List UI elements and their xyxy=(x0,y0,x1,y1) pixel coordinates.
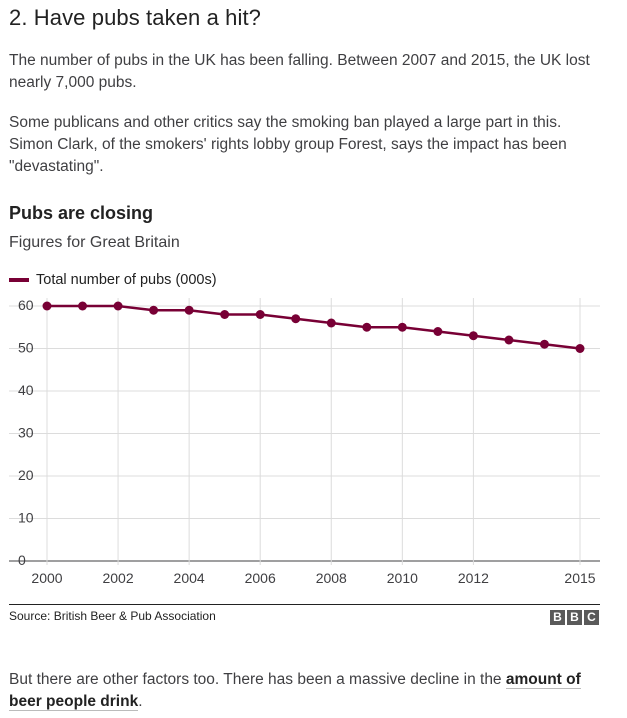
data-point-2008 xyxy=(326,318,336,328)
data-point-2005 xyxy=(220,310,230,319)
line-chart: 0 10 20 30 40 50 60 2000 2002 2004 2006 2008 2010 201… xyxy=(9,297,600,586)
data-point-2004 xyxy=(184,305,194,315)
article-heading: 2. Have pubs taken a hit? xyxy=(9,5,261,30)
data-point-2002 xyxy=(113,301,123,311)
data-point-2014 xyxy=(539,339,549,349)
y-tick-label-30: 30 xyxy=(18,425,34,441)
x-tick-label-2010: 2010 xyxy=(387,570,418,586)
x-tick-label-2004: 2004 xyxy=(174,570,205,586)
chart-title: Pubs are closing xyxy=(9,203,154,223)
paragraph-other-factors-end: . xyxy=(138,693,143,710)
legend-label: Total number of pubs (000s) xyxy=(36,272,217,288)
data-point-2011 xyxy=(433,327,443,336)
data-point-2000 xyxy=(42,301,52,311)
x-tick-label-2015: 2015 xyxy=(564,570,595,586)
data-point-2006 xyxy=(255,310,265,319)
y-tick-label-0: 0 xyxy=(18,552,26,568)
source-divider xyxy=(9,604,600,605)
x-tick-label-2000: 2000 xyxy=(31,570,62,586)
bbc-logo-letter-b1: B xyxy=(550,610,565,625)
source-credit: Source: British Beer & Pub Association xyxy=(9,609,216,623)
x-tick-label-2002: 2002 xyxy=(102,570,133,586)
data-point-2010 xyxy=(397,322,407,332)
paragraph-other-factors: But there are other factors too. There h… xyxy=(9,669,609,713)
x-tick-label-2006: 2006 xyxy=(245,570,276,586)
bbc-logo: B B C xyxy=(550,610,599,625)
beer-consumption-link[interactable]: amount of beer people drink xyxy=(9,671,581,711)
data-point-2013 xyxy=(504,335,514,345)
paragraph-smoking-ban: Some publicans and other critics say the… xyxy=(9,114,567,175)
x-tick-label-2008: 2008 xyxy=(316,570,347,586)
y-tick-label-10: 10 xyxy=(18,510,34,526)
legend-swatch xyxy=(9,278,29,282)
bbc-logo-letter-c: C xyxy=(584,610,599,625)
data-point-2007 xyxy=(291,314,301,324)
y-tick-label-50: 50 xyxy=(18,340,34,356)
data-point-2009 xyxy=(362,322,372,332)
data-point-2012 xyxy=(468,331,478,341)
y-tick-label-60: 60 xyxy=(18,297,34,313)
paragraph-pub-decline: The number of pubs in the UK has been fa… xyxy=(9,52,590,91)
paragraph-other-factors-text: But there are other factors too. There h… xyxy=(9,671,506,688)
data-point-2003 xyxy=(149,305,159,315)
chart-legend: Total number of pubs (000s) xyxy=(9,270,217,290)
bbc-logo-letter-b2: B xyxy=(567,610,582,625)
data-point-2015 xyxy=(575,344,585,353)
x-tick-label-2012: 2012 xyxy=(458,570,489,586)
data-point-2001 xyxy=(78,301,88,311)
series-line-pubs xyxy=(47,304,581,350)
y-tick-label-40: 40 xyxy=(18,382,34,398)
y-tick-label-20: 20 xyxy=(18,467,34,483)
chart-subtitle: Figures for Great Britain xyxy=(9,234,180,251)
